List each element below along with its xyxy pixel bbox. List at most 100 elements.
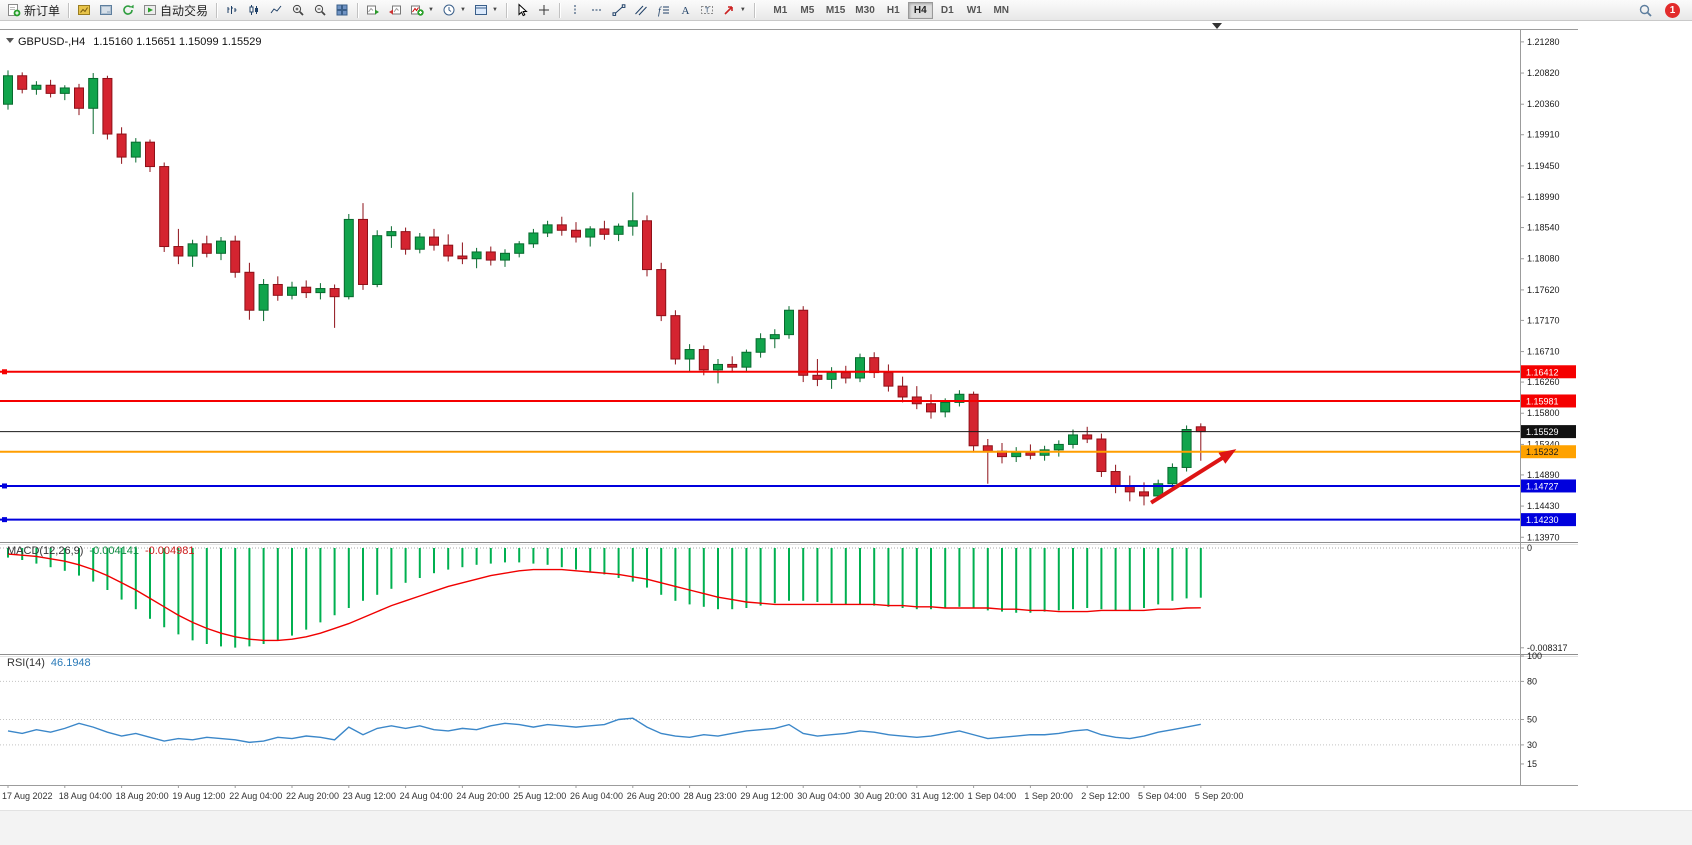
timeframe-m30-button[interactable]: M30 — [851, 2, 878, 19]
timeframe-d1-button[interactable]: D1 — [935, 2, 960, 19]
price-tag-label: 1.15232 — [1526, 447, 1559, 457]
vertical-line-button[interactable] — [564, 1, 586, 20]
candle-body — [769, 334, 780, 340]
arrows-tool-button[interactable]: ▼ — [718, 1, 750, 20]
price-axis-label: 1.17170 — [1527, 315, 1560, 325]
trendline-button[interactable] — [608, 1, 630, 20]
time-axis-label: 5 Sep 20:00 — [1195, 791, 1244, 801]
candle-body — [74, 87, 84, 109]
candle-body — [727, 363, 738, 368]
symbol-label: GBPUSD-,H4 1.15160 1.15651 1.15099 1.1552… — [18, 36, 261, 48]
chart-background[interactable] — [0, 21, 1578, 811]
autotrading-label: 自动交易 — [160, 3, 209, 18]
candle-body — [755, 338, 766, 353]
candle-body — [926, 403, 936, 413]
timeframe-m15-button[interactable]: M15 — [822, 2, 849, 19]
candle-body — [599, 228, 610, 235]
time-axis-label: 5 Sep 04:00 — [1138, 791, 1187, 801]
timeframe-m5-button[interactable]: M5 — [795, 2, 820, 19]
tile-windows-icon — [336, 4, 348, 16]
line-handle[interactable] — [2, 369, 7, 375]
channel-icon — [635, 5, 647, 16]
clock-icon — [443, 4, 455, 16]
candle-body — [173, 246, 184, 257]
candle-body — [897, 385, 908, 398]
bar-chart-icon — [227, 6, 237, 14]
candle-body — [1068, 434, 1078, 445]
svg-text:A: A — [681, 5, 689, 17]
bar-chart-button[interactable] — [221, 1, 243, 20]
candle-body — [784, 309, 794, 336]
zoom-in-button[interactable] — [287, 1, 309, 20]
auto-scroll-button[interactable] — [362, 1, 384, 20]
candle-body — [883, 372, 894, 387]
candle-body — [1167, 466, 1178, 485]
periods-button[interactable]: ▼ — [438, 1, 470, 20]
price-tag-label: 1.15981 — [1526, 396, 1559, 406]
zoom-out-button[interactable] — [309, 1, 331, 20]
candlestick-chart-button[interactable] — [243, 1, 265, 20]
tile-windows-button[interactable] — [331, 1, 353, 20]
candle-body — [670, 315, 681, 360]
trend-arrow-head[interactable] — [1218, 449, 1237, 464]
candle-body — [1053, 443, 1064, 451]
new-order-label: 新订单 — [24, 3, 61, 18]
timeframe-w1-button[interactable]: W1 — [962, 2, 987, 19]
timeframe-mn-button[interactable]: MN — [989, 2, 1014, 19]
timeframe-h1-button[interactable]: H1 — [881, 2, 906, 19]
market-watch-button[interactable] — [95, 1, 117, 20]
autotrading-button[interactable]: 自动交易 — [139, 1, 212, 20]
templates-button[interactable]: ▼ — [470, 1, 502, 20]
new-order-button[interactable]: 新订单 — [3, 1, 64, 20]
line-chart-button[interactable] — [265, 1, 287, 20]
chart-area[interactable]: 1.21280 1.20820 1.20360 1.19910 1.19450 1.189… — [0, 21, 1578, 811]
candle-body — [542, 224, 553, 234]
cursor-button[interactable] — [511, 1, 533, 20]
candle-body — [954, 393, 965, 403]
price-axis-label: 1.17620 — [1527, 285, 1560, 295]
time-axis-label: 22 Aug 04:00 — [229, 791, 282, 801]
candle-body — [684, 349, 695, 360]
price-axis-label: 1.18540 — [1527, 223, 1560, 233]
macd-axis-label: -0.008317 — [1527, 643, 1568, 653]
trendline-icon — [612, 4, 626, 16]
time-axis-label: 17 Aug 2022 — [2, 791, 53, 801]
search-icon — [1639, 4, 1652, 17]
candle-body — [201, 243, 212, 254]
price-axis-label: 1.19450 — [1527, 161, 1560, 171]
text-tool-button[interactable]: A — [674, 1, 696, 20]
toolbar: 新订单 自动交易 ▼ ▼ ▼ f A T ▼ M1 M5 M15 M30 H1 H4 D1 W… — [0, 0, 1692, 21]
line-handle[interactable] — [2, 483, 7, 489]
notification-badge[interactable]: 1 — [1665, 2, 1680, 18]
symbol-collapse-icon[interactable] — [6, 38, 14, 43]
candle-body — [1096, 438, 1107, 473]
candle-body — [1082, 434, 1093, 440]
time-axis-label: 23 Aug 12:00 — [343, 791, 396, 801]
svg-text:T: T — [705, 8, 710, 15]
candle-body — [585, 228, 596, 238]
refresh-button[interactable] — [117, 1, 139, 20]
candle-body — [258, 283, 269, 311]
fibonacci-button[interactable]: f — [652, 1, 674, 20]
horizontal-line-button[interactable] — [586, 1, 608, 20]
trend-arrow-line[interactable] — [1150, 455, 1225, 505]
label-tool-button[interactable]: T — [696, 1, 718, 20]
price-axis-label: 1.21280 — [1527, 37, 1560, 47]
crosshair-button[interactable] — [533, 1, 555, 20]
search-button[interactable] — [1634, 1, 1657, 20]
timeframe-h4-button[interactable]: H4 — [907, 1, 933, 19]
channel-button[interactable] — [630, 1, 652, 20]
candle-body — [1195, 426, 1206, 433]
profiles-button[interactable] — [73, 1, 95, 20]
candle-body — [571, 229, 581, 238]
candle-body — [329, 288, 340, 298]
time-axis-label: 30 Aug 20:00 — [854, 791, 907, 801]
indicators-button[interactable]: ▼ — [406, 1, 438, 20]
toolbar-separator — [505, 2, 507, 18]
line-handle[interactable] — [2, 517, 7, 523]
candle-body — [485, 251, 496, 261]
candle-body — [31, 84, 42, 90]
chart-shift-button[interactable] — [384, 1, 406, 20]
timeframe-m1-button[interactable]: M1 — [768, 2, 793, 19]
candle-body — [1110, 471, 1121, 487]
